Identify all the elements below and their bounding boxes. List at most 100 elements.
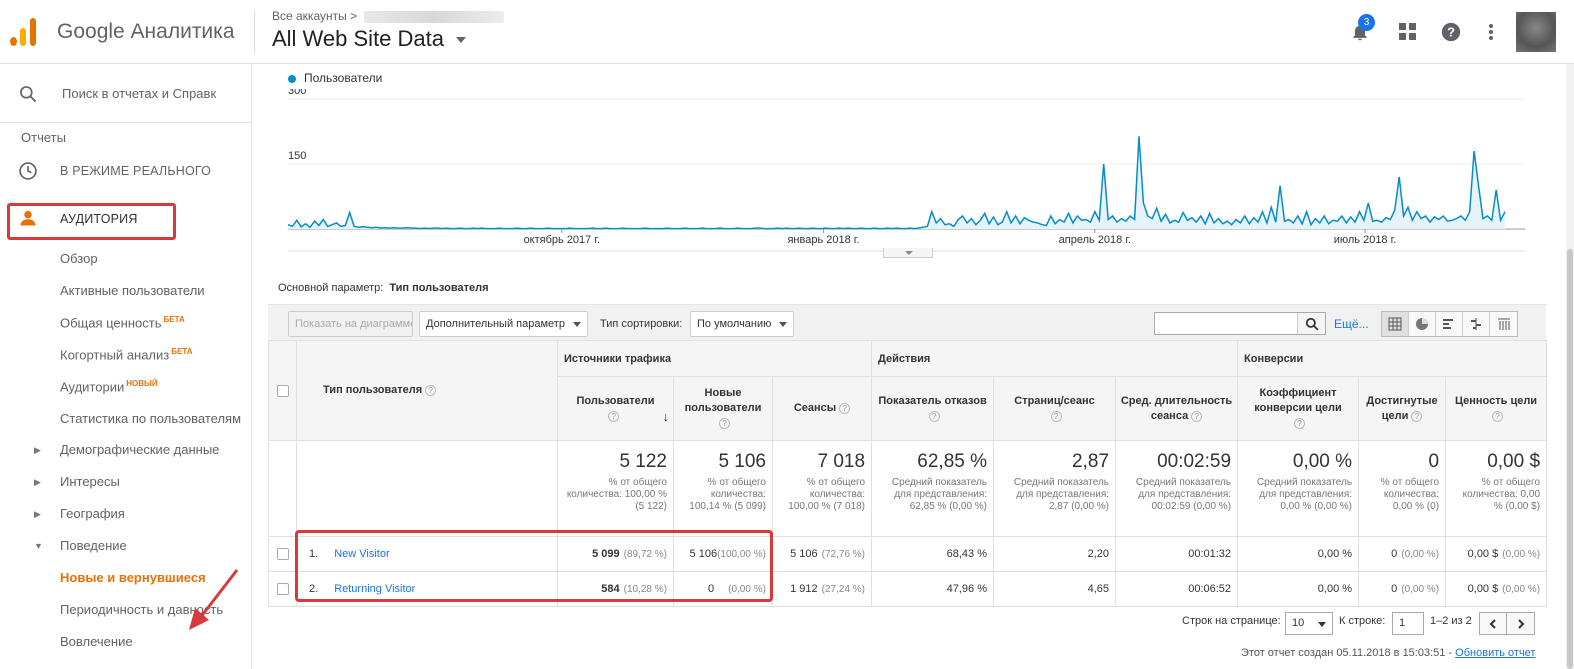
help-button[interactable]: ? <box>1439 20 1463 44</box>
account-breadcrumb[interactable]: Все аккаунты > <box>272 9 505 23</box>
sidebar-item-geo[interactable]: География <box>60 506 125 521</box>
help-circle-icon[interactable]: ? <box>1191 410 1203 422</box>
property-selector[interactable]: All Web Site Data <box>272 26 467 52</box>
help-circle-icon[interactable]: ? <box>1050 410 1062 422</box>
scrollbar-thumb[interactable] <box>1567 249 1573 669</box>
help-circle-icon[interactable]: ? <box>1492 410 1504 422</box>
notification-badge: 3 <box>1358 14 1375 31</box>
col-new-users[interactable]: Новые пользователи? <box>673 376 773 441</box>
col-users[interactable]: Пользователи? ↓ <box>557 376 674 441</box>
help-circle-icon[interactable]: ? <box>425 385 437 396</box>
plot-rows-button[interactable]: Показать на диаграмме <box>288 311 413 337</box>
sidebar-item-cohort[interactable]: Когортный анализ БЕТА <box>60 347 192 362</box>
users-series-area <box>288 136 1505 229</box>
sidebar-item-overview[interactable]: Обзор <box>60 251 98 266</box>
search-input[interactable]: Поиск в отчетах и Справк <box>62 86 217 101</box>
sidebar-item-lifetime-value[interactable]: Общая ценность БЕТА <box>60 315 185 330</box>
goto-row-label: К строке: <box>1339 615 1386 627</box>
pie-view-button[interactable] <box>1409 312 1436 336</box>
row-select-cell <box>268 571 297 607</box>
brand-name[interactable]: Google Аналитика <box>57 20 235 43</box>
avatar[interactable] <box>1516 12 1556 52</box>
col-goal-value[interactable]: Ценность цели? <box>1445 376 1548 441</box>
sidebar-item-realtime[interactable]: В РЕЖИМЕ РЕАЛЬНОГО <box>60 164 212 178</box>
notifications-button[interactable]: 3 <box>1348 14 1375 44</box>
sidebar-item-user-explorer[interactable]: Статистика по пользователям <box>60 411 242 426</box>
caret-down-icon <box>456 37 467 44</box>
col-avg-duration[interactable]: Сред. длительность сеанса? <box>1115 376 1239 441</box>
primary-dimension: Основной параметр: Тип пользователя <box>278 282 489 294</box>
analytics-logo[interactable] <box>10 16 40 46</box>
prev-page-button[interactable] <box>1480 613 1507 634</box>
help-circle-icon[interactable]: ? <box>608 410 620 422</box>
sidebar-item-engagement[interactable]: Вовлечение <box>60 634 133 649</box>
totals-cell-empty <box>296 440 558 537</box>
col-conversion-rate[interactable]: Коэффициент конверсии цели? <box>1237 376 1360 441</box>
table-search-input[interactable] <box>1154 312 1326 335</box>
sidebar-item-interests[interactable]: Интересы <box>60 474 120 489</box>
row-bounce: 68,43 % <box>871 536 995 572</box>
row-link[interactable]: New Visitor <box>334 548 390 560</box>
pivot-view-button[interactable] <box>1490 312 1517 336</box>
rows-per-page-select[interactable]: 10 <box>1285 612 1333 635</box>
sidebar-item-demographics[interactable]: Демографические данные <box>60 442 220 457</box>
bar-chart-icon <box>1443 319 1453 329</box>
more-menu-button[interactable] <box>1479 20 1503 44</box>
row-conv: 0,00 % <box>1237 571 1360 607</box>
row-checkbox[interactable] <box>276 548 289 561</box>
sidebar-item-behavior[interactable]: Поведение <box>60 538 127 553</box>
row-goals: 0 (0,00 %) <box>1358 536 1447 572</box>
col-pages-per-session[interactable]: Страниц/сеанс? <box>993 376 1117 441</box>
table-row: 1. New Visitor 5 099 (89,72 %) 5 106(100,0… <box>268 536 1548 572</box>
dim-header-cell[interactable]: Тип пользователя? <box>296 340 558 441</box>
collapse-triangle-icon[interactable]: ▼ <box>34 541 43 551</box>
row-new-users: 5 106(100,00 %) <box>673 536 773 572</box>
compare-view-button[interactable] <box>1463 312 1490 336</box>
sidebar-item-new-vs-returning[interactable]: Новые и вернувшиеся <box>60 570 206 585</box>
cell-value: 5 099 <box>592 548 620 560</box>
svg-text:?: ? <box>1447 25 1455 40</box>
chart-collapse-handle[interactable] <box>883 248 933 258</box>
secondary-dimension-dropdown[interactable]: Дополнительный параметр <box>419 311 588 337</box>
col-bounce-rate[interactable]: Показатель отказов? <box>871 376 995 441</box>
help-circle-icon[interactable]: ? <box>1411 410 1423 422</box>
report-created-text: Этот отчет создан 05.11.2018 в 15:03:51 … <box>1241 647 1453 659</box>
sidebar-item-active-users[interactable]: Активные пользователи <box>60 283 205 298</box>
table-view-button[interactable] <box>1382 312 1409 336</box>
expand-triangle-icon[interactable]: ▶ <box>34 477 41 487</box>
users-line-chart[interactable]: 300 150 октябрь 2017 г. январь 2018 г. апре… <box>283 89 1528 259</box>
row-checkbox[interactable] <box>276 583 289 596</box>
total-sub: % от общего количества: 0,00 % (0) <box>1380 477 1440 512</box>
expand-triangle-icon[interactable]: ▶ <box>34 509 41 519</box>
col-sessions[interactable]: Сеансы? <box>771 376 873 441</box>
beta-badge: БЕТА <box>163 315 185 324</box>
help-circle-icon[interactable]: ? <box>719 418 730 429</box>
expand-triangle-icon[interactable]: ▶ <box>34 445 41 455</box>
bar-view-button[interactable] <box>1436 312 1463 336</box>
sidebar-search[interactable]: Поиск в отчетах и Справк <box>0 64 251 123</box>
sidebar-item-frequency[interactable]: Периодичность и давность <box>60 602 224 617</box>
next-page-button[interactable] <box>1507 613 1534 634</box>
cell-pct: (0,00 %) <box>728 584 766 595</box>
col-goal-completions[interactable]: Достигнутые цели? <box>1358 376 1447 441</box>
y-tick-labels: 300 150 <box>288 89 306 162</box>
sort-type-dropdown[interactable]: По умолчанию <box>690 311 795 337</box>
total-duration: 00:02:59 Средний показатель для представл… <box>1115 440 1239 537</box>
help-circle-icon[interactable]: ? <box>928 410 940 422</box>
table-search-button[interactable] <box>1297 313 1325 334</box>
more-options-link[interactable]: Ещё... <box>1334 317 1369 331</box>
page-scrollbar[interactable] <box>1566 64 1574 669</box>
row-link[interactable]: Returning Visitor <box>334 583 416 595</box>
sidebar-item-audience[interactable]: АУДИТОРИЯ <box>60 212 138 226</box>
refresh-report-link[interactable]: Обновить отчет <box>1455 647 1536 659</box>
goto-row-input[interactable]: 1 <box>1392 612 1424 635</box>
red-arrow-annotation <box>189 569 239 630</box>
reports-section-label: Отчеты <box>21 130 66 145</box>
report-main: Пользователи 300 150 октябрь 2017 г. январ… <box>253 64 1574 669</box>
primary-dimension-value[interactable]: Тип пользователя <box>389 282 489 294</box>
select-all-checkbox[interactable] <box>276 384 289 397</box>
sidebar-item-audiences[interactable]: Аудитории НОВЫЙ <box>60 379 158 394</box>
help-circle-icon[interactable]: ? <box>1294 418 1306 429</box>
apps-button[interactable] <box>1396 20 1420 44</box>
help-circle-icon[interactable]: ? <box>839 403 851 414</box>
